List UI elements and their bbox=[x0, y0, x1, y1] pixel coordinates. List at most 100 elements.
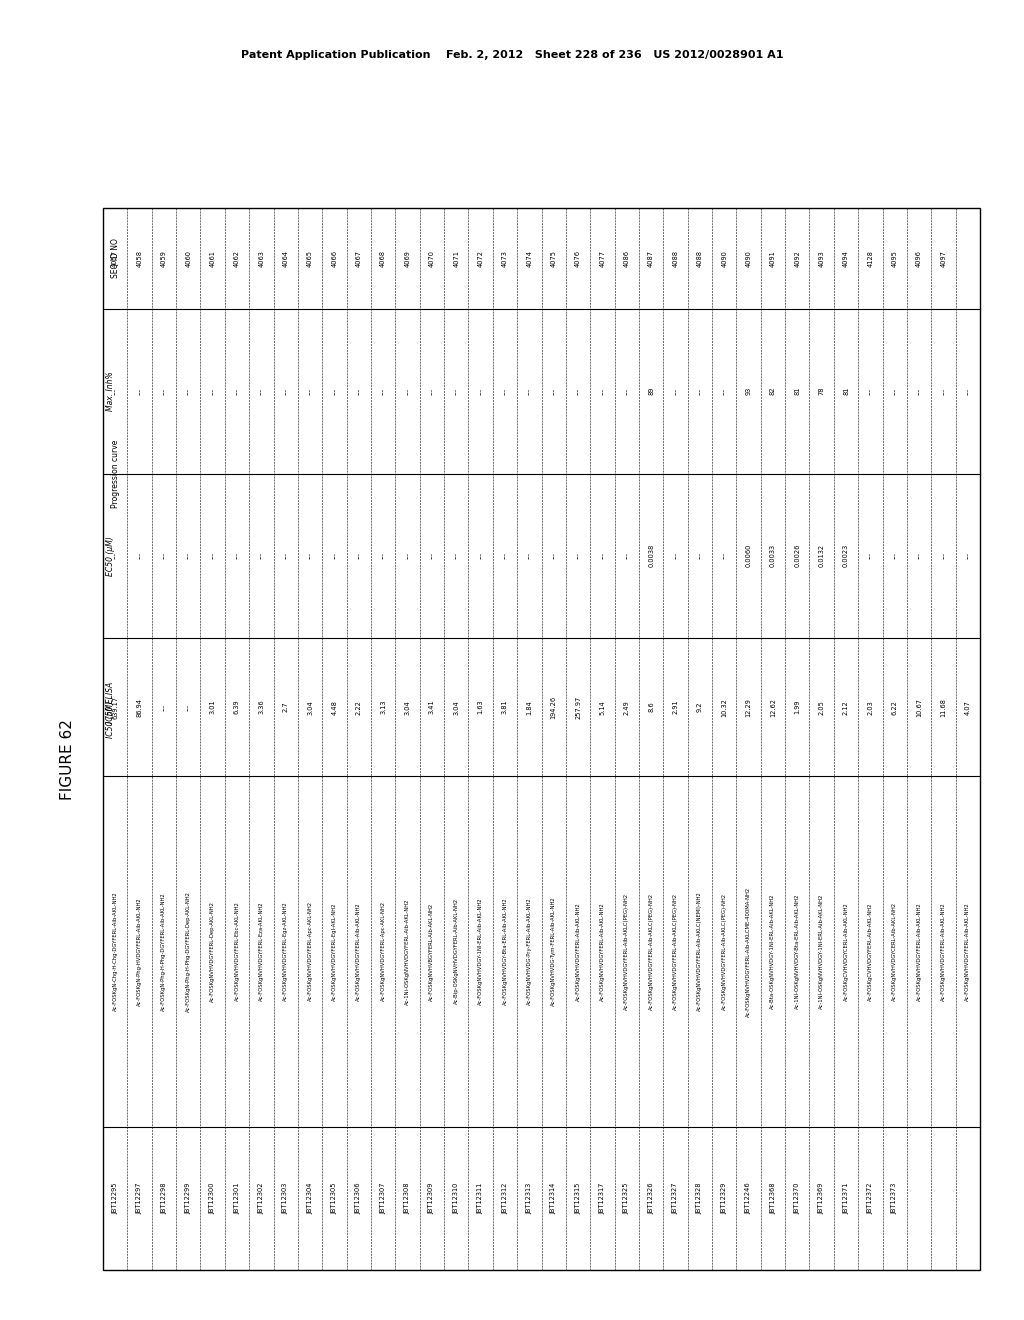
Text: 4090: 4090 bbox=[721, 249, 727, 267]
Text: Ac-FOSKgN-Chg-H-Chg-DGYFERL-Aib-AKL-NH2: Ac-FOSKgN-Chg-H-Chg-DGYFERL-Aib-AKL-NH2 bbox=[113, 891, 118, 1011]
Text: ---: --- bbox=[599, 388, 605, 395]
Text: 1.84: 1.84 bbox=[526, 700, 532, 714]
Text: 2.12: 2.12 bbox=[843, 700, 849, 714]
Text: ---: --- bbox=[185, 704, 191, 710]
Text: 3.04: 3.04 bbox=[454, 700, 459, 714]
Text: ---: --- bbox=[185, 552, 191, 560]
Text: 4093: 4093 bbox=[818, 249, 824, 267]
Text: 4061: 4061 bbox=[210, 249, 216, 267]
Text: ---: --- bbox=[161, 388, 167, 395]
Text: 3.01: 3.01 bbox=[210, 700, 216, 714]
Text: ---: --- bbox=[185, 388, 191, 395]
Text: ---: --- bbox=[867, 388, 873, 395]
Text: FIGURE 62: FIGURE 62 bbox=[60, 719, 76, 800]
Text: Ac-Bip-OSKgNVHVDGYFERL-Aib-AKL-NH2: Ac-Bip-OSKgNVHVDGYFERL-Aib-AKL-NH2 bbox=[454, 899, 459, 1005]
Text: 10.32: 10.32 bbox=[721, 698, 727, 717]
Text: JBT12372: JBT12372 bbox=[867, 1183, 873, 1214]
Text: Ac-FOSKgN-Phg-H-Phg-DGYFERL-Aib-AKL-NH2: Ac-FOSKgN-Phg-H-Phg-DGYFERL-Aib-AKL-NH2 bbox=[162, 892, 167, 1011]
Text: 4092: 4092 bbox=[795, 249, 801, 267]
Text: 4059: 4059 bbox=[161, 249, 167, 267]
Text: ---: --- bbox=[940, 388, 946, 395]
Text: Ac-FOSKgNVHVDG-Tym-FERL-Aib-AKL-NH2: Ac-FOSKgNVHVDG-Tym-FERL-Aib-AKL-NH2 bbox=[551, 896, 556, 1006]
Text: Ac-FOSKgNVHVDGYFERL-Aib-AKL-NH2: Ac-FOSKgNVHVDGYFERL-Aib-AKL-NH2 bbox=[966, 902, 971, 1001]
Text: 4062: 4062 bbox=[234, 249, 240, 267]
Text: ---: --- bbox=[429, 388, 435, 395]
Text: 3.04: 3.04 bbox=[404, 700, 411, 714]
Text: 4067: 4067 bbox=[355, 249, 361, 267]
Text: 4068: 4068 bbox=[380, 249, 386, 267]
Text: 6.39: 6.39 bbox=[234, 700, 240, 714]
Text: ---: --- bbox=[867, 552, 873, 560]
Text: Ac-FOSKgCVHVDGYCERL-Aib-AKL-NH2: Ac-FOSKgCVHVDGYCERL-Aib-AKL-NH2 bbox=[844, 902, 849, 1001]
Text: ---: --- bbox=[136, 388, 142, 395]
Text: IC50 ELISA: IC50 ELISA bbox=[105, 681, 115, 723]
Text: ---: --- bbox=[210, 552, 216, 560]
Text: 0.0132: 0.0132 bbox=[818, 544, 824, 568]
Text: ---: --- bbox=[113, 388, 118, 395]
Text: JBT12327: JBT12327 bbox=[673, 1183, 679, 1214]
Text: 4064: 4064 bbox=[283, 249, 289, 267]
Text: Ac-FOSKgNVHVDGYFERL-Aib-AKLC(PEG)-NH2: Ac-FOSKgNVHVDGYFERL-Aib-AKLC(PEG)-NH2 bbox=[648, 892, 653, 1010]
Text: ---: --- bbox=[673, 388, 679, 395]
Text: Ac-FOSKgNVHVDGY-1NI-ERL-Aib-AKL-NH2: Ac-FOSKgNVHVDGY-1NI-ERL-Aib-AKL-NH2 bbox=[478, 898, 483, 1006]
Text: 4075: 4075 bbox=[551, 249, 557, 267]
Text: ---: --- bbox=[721, 388, 727, 395]
Text: 4069: 4069 bbox=[404, 249, 411, 267]
Text: ---: --- bbox=[429, 552, 435, 560]
Text: 194.26: 194.26 bbox=[551, 696, 557, 718]
Text: 4070: 4070 bbox=[429, 249, 435, 267]
Text: JBT12299: JBT12299 bbox=[185, 1183, 191, 1214]
Text: 2.05: 2.05 bbox=[818, 700, 824, 714]
Text: 4066: 4066 bbox=[332, 249, 338, 267]
Text: Ac-FOSKgN-Phg-HVDGYFERL-Aib-AKL-NH2: Ac-FOSKgN-Phg-HVDGYFERL-Aib-AKL-NH2 bbox=[137, 898, 142, 1006]
Text: ---: --- bbox=[965, 552, 971, 560]
Text: JBT12312: JBT12312 bbox=[502, 1183, 508, 1214]
Text: 6.22: 6.22 bbox=[892, 700, 898, 714]
Text: Ac-FOSKgNVHVBGYFERL-Aib-AKL-NH2: Ac-FOSKgNVHVBGYFERL-Aib-AKL-NH2 bbox=[429, 903, 434, 1001]
Text: JBT12303: JBT12303 bbox=[283, 1183, 289, 1214]
Text: ---: --- bbox=[210, 388, 216, 395]
Text: ---: --- bbox=[454, 388, 459, 395]
Text: ---: --- bbox=[575, 388, 581, 395]
Text: ---: --- bbox=[916, 552, 922, 560]
Text: JBT12370: JBT12370 bbox=[795, 1183, 801, 1214]
Text: ---: --- bbox=[234, 388, 240, 395]
Text: 3.81: 3.81 bbox=[502, 700, 508, 714]
Text: Ac-FOSKgN-Phg-H-Phg-DGYFERL-Dep-AKL-NH2: Ac-FOSKgN-Phg-H-Phg-DGYFERL-Dep-AKL-NH2 bbox=[185, 891, 190, 1012]
Text: JBT12371: JBT12371 bbox=[843, 1183, 849, 1214]
Text: ---: --- bbox=[283, 552, 289, 560]
Text: 4090: 4090 bbox=[745, 249, 752, 267]
Text: Ac-FOSKgNVHVDGYFERL-Apc-AKL-NH2: Ac-FOSKgNVHVDGYFERL-Apc-AKL-NH2 bbox=[381, 902, 386, 1002]
Text: SEQ ID NO: SEQ ID NO bbox=[111, 239, 120, 279]
Text: 4095: 4095 bbox=[892, 249, 898, 267]
Text: 12.62: 12.62 bbox=[770, 698, 776, 717]
Text: 4060: 4060 bbox=[185, 249, 191, 267]
Text: 4073: 4073 bbox=[502, 249, 508, 267]
Text: Ac-Bta-OSKgNVHVDGY-1NI-ERL-Aib-AKL-NH2: Ac-Bta-OSKgNVHVDGY-1NI-ERL-Aib-AKL-NH2 bbox=[770, 894, 775, 1010]
Text: 4088: 4088 bbox=[673, 249, 679, 267]
Text: Progression curve: Progression curve bbox=[111, 440, 120, 508]
Text: Ac-FOSKgNVHVDGYFERL-Aib-AKL-NH2: Ac-FOSKgNVHVDGYFERL-Aib-AKL-NH2 bbox=[600, 902, 605, 1001]
Text: Ac-FOSKgNVHVDGYFERL-Aib-AKLC(NEMI)-NH2: Ac-FOSKgNVHVDGYFERL-Aib-AKLC(NEMI)-NH2 bbox=[697, 891, 702, 1011]
Text: 3.41: 3.41 bbox=[429, 700, 435, 714]
Text: 4077: 4077 bbox=[599, 249, 605, 267]
Text: 3.13: 3.13 bbox=[380, 700, 386, 714]
Text: JBT12317: JBT12317 bbox=[599, 1183, 605, 1214]
Text: ---: --- bbox=[502, 552, 508, 560]
Text: ---: --- bbox=[454, 552, 459, 560]
Text: Ac-FOSKgNVHVDGYFERL-Aib-AKLC(PEG)-NH2: Ac-FOSKgNVHVDGYFERL-Aib-AKLC(PEG)-NH2 bbox=[625, 892, 630, 1010]
Text: 4057: 4057 bbox=[113, 249, 118, 267]
Text: 4.48: 4.48 bbox=[332, 700, 338, 714]
Text: ---: --- bbox=[332, 552, 338, 560]
Text: JBT12310: JBT12310 bbox=[454, 1183, 459, 1214]
Text: JBT12325: JBT12325 bbox=[624, 1183, 630, 1214]
Text: JBT12246: JBT12246 bbox=[745, 1183, 752, 1214]
Text: 1.63: 1.63 bbox=[477, 700, 483, 714]
Text: JBT12302: JBT12302 bbox=[258, 1183, 264, 1214]
Text: 4065: 4065 bbox=[307, 249, 313, 267]
Text: 89: 89 bbox=[648, 387, 654, 396]
Text: 10.67: 10.67 bbox=[916, 698, 922, 717]
Text: 4074: 4074 bbox=[526, 249, 532, 267]
Text: ---: --- bbox=[161, 704, 167, 710]
Text: Patent Application Publication    Feb. 2, 2012   Sheet 228 of 236   US 2012/0028: Patent Application Publication Feb. 2, 2… bbox=[241, 50, 783, 59]
